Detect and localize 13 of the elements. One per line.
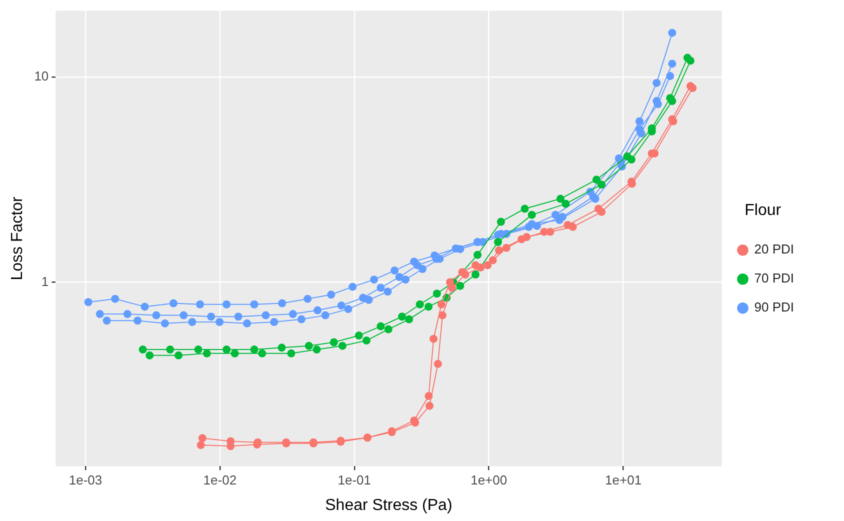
legend-label: 20 PDI [754,242,794,257]
x-tick-label: 1e+01 [605,472,642,488]
x-tick-label: 1e-03 [68,472,102,488]
legend-title: Flour [744,202,782,219]
y-axis-title: Loss Factor [9,196,26,280]
x-tick-label: 1e-01 [338,472,372,488]
x-tick-label: 1e+00 [470,472,508,488]
x-axis-title: Shear Stress (Pa) [325,496,452,514]
legend-label: 90 PDI [754,300,794,315]
x-tick-label: 1e-02 [203,472,237,488]
legend-label: 70 PDI [754,270,794,286]
y-tick-label: 1 [41,274,49,289]
y-tick-label: 10 [34,68,49,84]
